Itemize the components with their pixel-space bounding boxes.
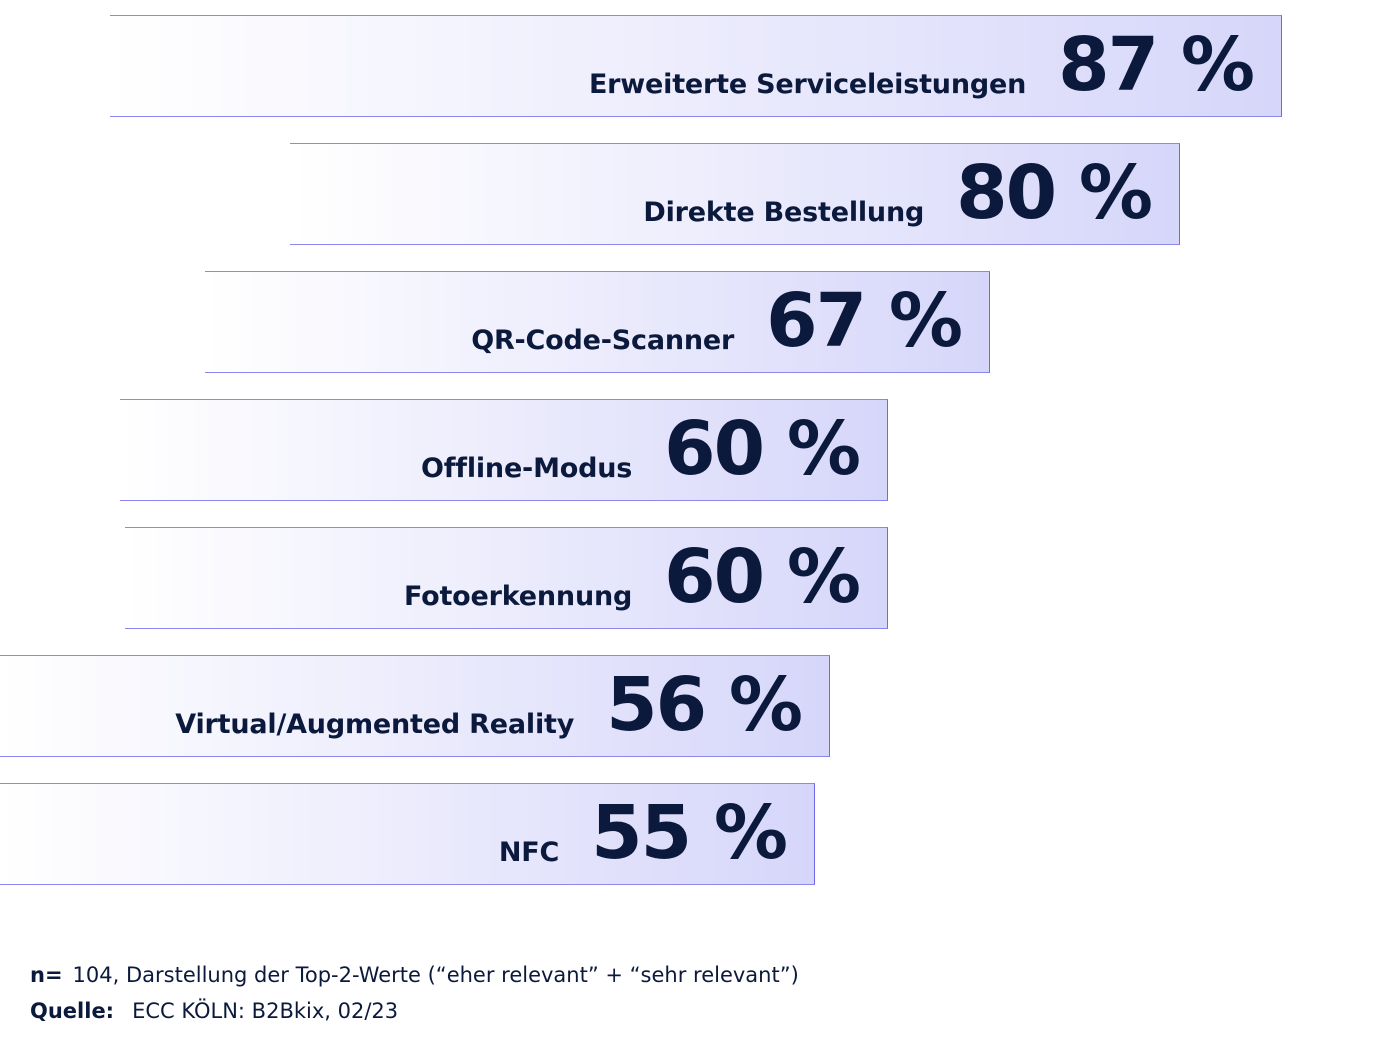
bar-content: Virtual/Augmented Reality 56 %	[175, 656, 803, 756]
bar-content: QR-Code-Scanner 67 %	[471, 272, 963, 372]
category-label: Direkte Bestellung	[643, 197, 925, 228]
bar-content: Offline-Modus 60 %	[420, 400, 861, 500]
data-label: 60 %	[664, 534, 861, 620]
bar-content: Direkte Bestellung 80 %	[643, 144, 1153, 244]
bar: Erweiterte Serviceleistungen 87 %	[110, 15, 1282, 117]
source-text: ECC KÖLN: B2Bkix, 02/23	[132, 999, 399, 1023]
category-label: NFC	[498, 837, 560, 868]
source-key: Quelle:	[30, 999, 115, 1023]
source-note: Quelle: ECC KÖLN: B2Bkix, 02/23	[30, 999, 398, 1023]
bar: QR-Code-Scanner 67 %	[205, 271, 990, 373]
bar-content: Fotoerkennung 60 %	[403, 528, 861, 628]
bar: Fotoerkennung 60 %	[125, 527, 888, 629]
bar: Direkte Bestellung 80 %	[290, 143, 1180, 245]
category-label: QR-Code-Scanner	[471, 325, 735, 356]
bar-content: NFC 55 %	[498, 784, 788, 884]
sample-size-text: 104, Darstellung der Top-2-Werte (“eher …	[72, 963, 799, 987]
bar-content: Erweiterte Serviceleistungen 87 %	[588, 16, 1255, 116]
category-label: Erweiterte Serviceleistungen	[588, 69, 1027, 100]
data-label: 55 %	[591, 790, 788, 876]
sample-size-note: n= 104, Darstellung der Top-2-Werte (“ehe…	[30, 963, 799, 987]
sample-size-key: n=	[30, 963, 63, 987]
data-label: 87 %	[1058, 22, 1255, 108]
bar: NFC 55 %	[0, 783, 815, 885]
data-label: 80 %	[956, 150, 1153, 236]
data-label: 60 %	[664, 406, 861, 492]
data-label: 67 %	[766, 278, 963, 364]
data-label: 56 %	[606, 662, 803, 748]
category-label: Virtual/Augmented Reality	[175, 709, 575, 740]
category-label: Fotoerkennung	[403, 581, 633, 612]
category-label: Offline-Modus	[420, 453, 633, 484]
bar: Virtual/Augmented Reality 56 %	[0, 655, 830, 757]
bar: Offline-Modus 60 %	[120, 399, 888, 501]
bar-chart: Erweiterte Serviceleistungen 87 % Direkte …	[0, 15, 1282, 885]
